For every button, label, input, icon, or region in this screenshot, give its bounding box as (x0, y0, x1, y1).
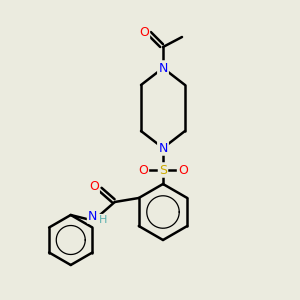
Text: O: O (138, 164, 148, 176)
Text: N: N (158, 61, 168, 74)
Text: N: N (88, 209, 98, 223)
Text: S: S (159, 164, 167, 176)
Text: O: O (89, 181, 99, 194)
Text: O: O (139, 26, 149, 38)
Text: H: H (99, 215, 107, 225)
Text: O: O (178, 164, 188, 176)
Text: N: N (158, 142, 168, 154)
